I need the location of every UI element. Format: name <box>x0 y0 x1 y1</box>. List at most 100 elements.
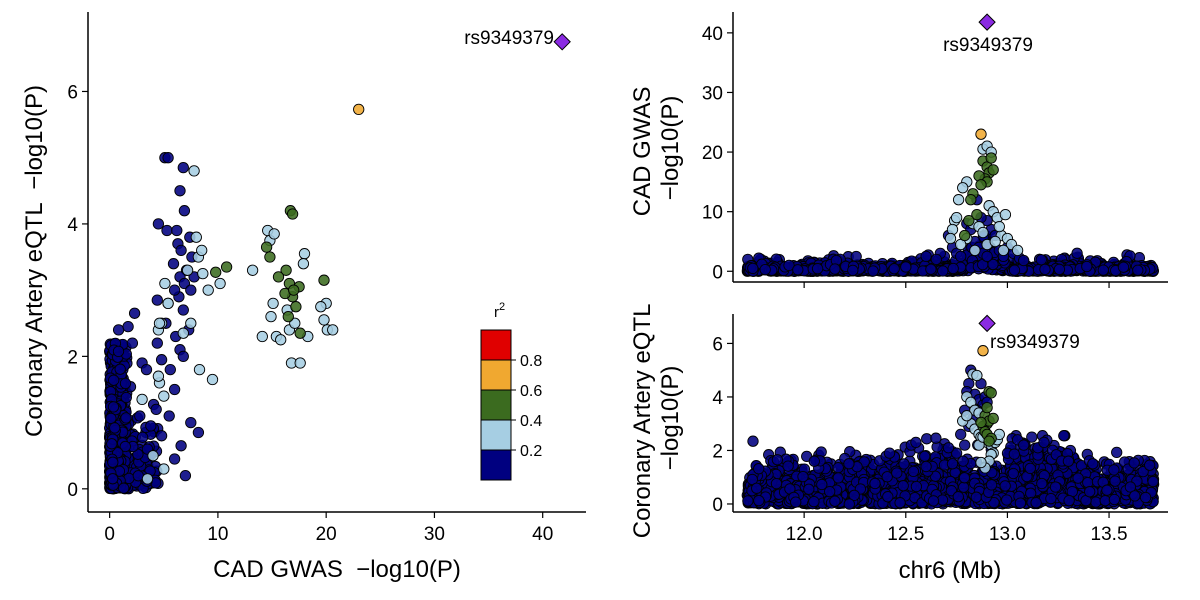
scatter-point-r2-0.4-0.6 <box>290 301 302 313</box>
scatter-point-r2-0.4-0.6 <box>288 284 300 296</box>
scatter-x-tick-label: 0 <box>104 524 115 545</box>
eqtl-point-r2-0-0.2 <box>1007 467 1019 480</box>
scatter-point-r2-0-0.2 <box>151 294 163 306</box>
scatter-point-r2-0.2-0.4 <box>188 165 200 177</box>
gwas-y-axis-title-line1: CAD GWAS <box>629 86 656 216</box>
scatter-point-r2-0-0.2 <box>122 320 134 333</box>
gwas-point-r2-0.4-0.6 <box>965 194 977 206</box>
gwas-point-r2-0.2-0.4 <box>1011 244 1024 257</box>
scatter-x-tick-label: 40 <box>532 524 553 545</box>
gwas-y-tick-label: 20 <box>702 143 723 164</box>
gwas-point-r2-0-0.2 <box>847 264 859 277</box>
gwas-point-r2-0-0.2 <box>930 253 942 266</box>
legend-title: r2 <box>494 301 505 321</box>
scatter-point-r2-0.2-0.4 <box>141 473 154 485</box>
scatter-point-r2-0.2-0.4 <box>197 267 209 280</box>
gwas-point-r2-0-0.2 <box>937 265 949 277</box>
scatter-y-tick-label: 4 <box>67 215 78 236</box>
gwas-y-axis-title-line2: −log10(P) <box>657 96 684 201</box>
scatter-point-r2-0.2-0.4 <box>158 463 170 475</box>
scatter-point-r2-0.4-0.6 <box>280 264 292 276</box>
scatter-point-r2-0-0.2 <box>178 205 191 217</box>
eqtl-point-r2-0-0.2 <box>747 435 759 447</box>
gwas-point-r2-0-0.2 <box>947 262 959 275</box>
scatter-point-r2-0.4-0.6 <box>260 241 273 253</box>
scatter-point-r2-0-0.2 <box>175 440 187 452</box>
scatter-point-r2-0.4-0.6 <box>294 327 306 339</box>
gwas-y-axis-title: CAD GWAS −log10(P) <box>629 80 684 216</box>
scatter-point-r2-0.2-0.4 <box>256 330 268 343</box>
legend-swatch-0-0.2 <box>480 449 512 481</box>
scatter-point-r2-0.2-0.4 <box>153 317 166 329</box>
scatter-point-r2-0.2-0.4 <box>147 450 159 462</box>
gwas-point-r2-0-0.2 <box>867 265 879 277</box>
scatter-point-r2-0-0.2 <box>168 383 181 396</box>
scatter-x-tick-label: 30 <box>424 524 445 545</box>
scatter-point-r2-0-0.2 <box>177 161 189 174</box>
gwas-point-r2-0-0.2 <box>1053 263 1066 276</box>
gwas-y-tick-label: 30 <box>702 83 723 104</box>
scatter-point-r2-0-0.2 <box>185 416 197 429</box>
scatter-point-r2-0-0.2 <box>161 224 173 237</box>
r2-legend: r2 0.8 0.6 0.4 0.2 <box>480 301 542 481</box>
scatter-point-r2-0.2-0.4 <box>159 277 171 290</box>
legend-label-0.8: 0.8 <box>520 353 542 370</box>
scatter-point-r2-0.2-0.4 <box>196 244 208 257</box>
scatter-point-r2-0-0.2 <box>162 152 174 164</box>
legend-title-r: r <box>494 304 499 321</box>
scatter-point-r2-0.2-0.4 <box>318 314 330 326</box>
gwas-point-r2-0-0.2 <box>888 263 900 275</box>
scatter-y-tick-label: 2 <box>67 347 78 368</box>
scatter-lead-label: rs9349379 <box>464 28 554 49</box>
scatter-point-r2-0.2-0.4 <box>289 317 301 329</box>
gwas-point-r2-0-0.2 <box>1097 264 1109 276</box>
scatter-point-r2-0.6-0.8 <box>353 103 365 116</box>
scatter-point-r2-0.2-0.4 <box>265 310 277 323</box>
gwas-point-r2-0-0.2 <box>920 250 932 263</box>
gwas-point-r2-0-0.2 <box>1071 247 1083 259</box>
gwas-point-r2-0-0.2 <box>1035 254 1047 266</box>
scatter-point-r2-0.4-0.6 <box>264 251 276 263</box>
scatter-y-tick-label: 6 <box>67 82 78 103</box>
scatter-point-r2-0-0.2 <box>140 363 153 376</box>
scatter-point-r2-0-0.2 <box>119 377 132 390</box>
scatter-point-r2-0-0.2 <box>168 453 181 465</box>
scatter-point-r2-0-0.2 <box>164 363 176 376</box>
eqtl-points <box>741 314 1160 510</box>
scatter-point-r2-0.2-0.4 <box>298 248 311 260</box>
legend-swatch-0.2-0.4 <box>480 419 512 451</box>
scatter-point-r2-0.2-0.4 <box>267 297 279 310</box>
scatter-point-r2-0.4-0.6 <box>282 310 294 323</box>
gwas-point-r2-0.2-0.4 <box>993 220 1005 233</box>
gwas-point-r2-0-0.2 <box>829 263 841 275</box>
scatter-point-r2-0-0.2 <box>109 422 121 434</box>
gwas-point-r2-0.4-0.6 <box>963 214 975 227</box>
gwas-point-r2-0.4-0.6 <box>959 229 971 242</box>
scatter-point-r2-0.4-0.6 <box>210 266 222 278</box>
gwas-point-r2-0-0.2 <box>792 264 804 276</box>
scatter-point-r2-0.2-0.4 <box>206 373 219 386</box>
legend-swatch-0.8-1 <box>480 329 512 361</box>
gwas-point-r2-0-0.2 <box>811 262 824 275</box>
scatter-point-r2-0.2-0.4 <box>190 231 202 243</box>
scatter-lead-snp-marker <box>553 33 571 51</box>
gwas-point-r2-0-0.2 <box>955 250 967 263</box>
gwas-point-r2-0-0.2 <box>1081 260 1093 273</box>
scatter-x-tick-label: 20 <box>316 524 337 545</box>
scatter-point-r2-0-0.2 <box>192 426 205 439</box>
scatter-point-r2-0-0.2 <box>120 391 132 404</box>
scatter-x-ticks: 0 10 20 30 40 <box>104 512 553 545</box>
scatter-point-r2-0-0.2 <box>175 244 187 257</box>
gwas-lead-label: rs9349379 <box>943 35 1033 56</box>
scatter-point-r2-0.2-0.4 <box>162 297 174 310</box>
scatter-point-r2-0-0.2 <box>171 224 183 237</box>
scatter-point-r2-0-0.2 <box>108 374 120 386</box>
scatter-point-r2-0.4-0.6 <box>286 208 299 220</box>
legend-label-0.6: 0.6 <box>520 383 542 400</box>
scatter-point-r2-0-0.2 <box>112 345 125 358</box>
gwas-point-r2-0.2-0.4 <box>997 244 1010 257</box>
gwas-point-r2-0.2-0.4 <box>977 226 989 239</box>
